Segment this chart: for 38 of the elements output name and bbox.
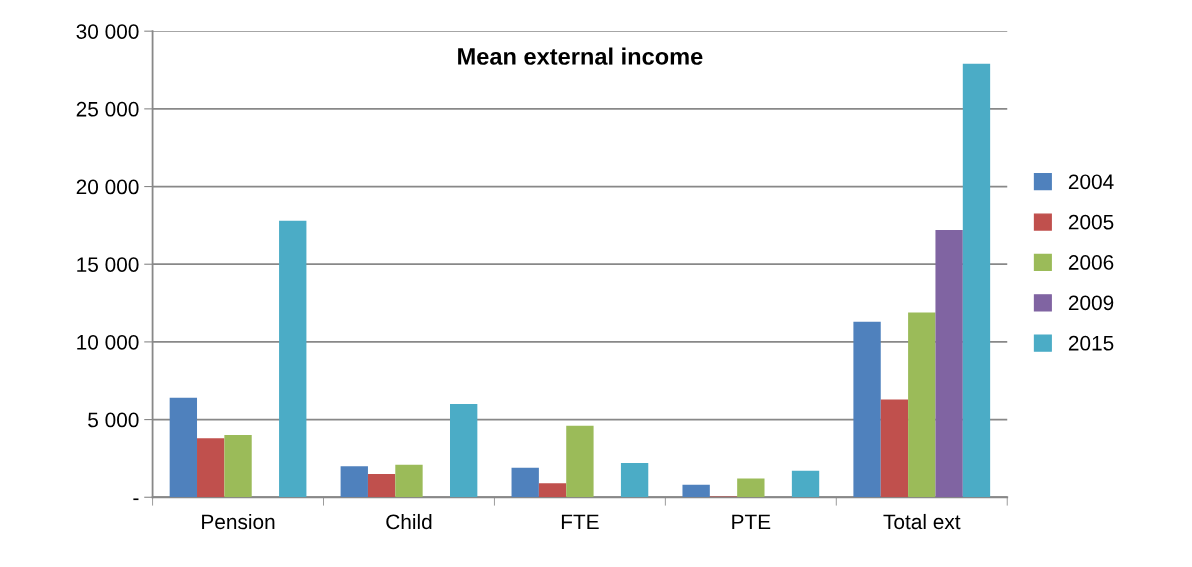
y-tick-label: -	[133, 498, 139, 501]
bar	[737, 478, 765, 498]
x-tick-label: Pension	[202, 513, 275, 530]
bar	[566, 425, 594, 498]
bar	[962, 63, 991, 498]
x-tick-label: FTE	[561, 514, 599, 530]
bar	[197, 438, 225, 498]
bar	[620, 463, 649, 498]
text: Mean external income	[458, 47, 703, 65]
y-tick-label: 10 000	[77, 334, 139, 350]
legend-label: 2004	[1068, 174, 1114, 190]
bar	[340, 466, 368, 498]
legend-label: 2005	[1068, 214, 1114, 230]
bar	[791, 470, 820, 498]
legend-label: 2009	[1068, 295, 1114, 311]
x-tick-label: Child	[386, 513, 432, 530]
bar	[169, 397, 198, 498]
bar	[367, 473, 396, 498]
bar	[853, 321, 881, 498]
x-tick-label: Total ext	[883, 513, 961, 530]
y-tick-label: 25 000	[76, 101, 139, 117]
bar	[224, 435, 252, 498]
bar	[538, 483, 567, 498]
bar	[682, 484, 710, 498]
bar	[395, 464, 423, 498]
bar	[511, 467, 539, 498]
y-tick-label: 15 000	[77, 257, 139, 272]
bar	[935, 230, 963, 498]
y-tick-label: 30 000	[76, 24, 139, 39]
y-tick-label: 20 000	[76, 179, 139, 195]
legend-label: 2006	[1068, 255, 1114, 270]
x-tick-label: PTE	[732, 514, 771, 530]
bar	[450, 404, 478, 498]
y-tick-label: 5 000	[88, 412, 139, 428]
bar	[908, 312, 936, 498]
legend-label: 2015	[1068, 335, 1114, 351]
bar	[279, 220, 307, 498]
bar	[880, 399, 909, 498]
